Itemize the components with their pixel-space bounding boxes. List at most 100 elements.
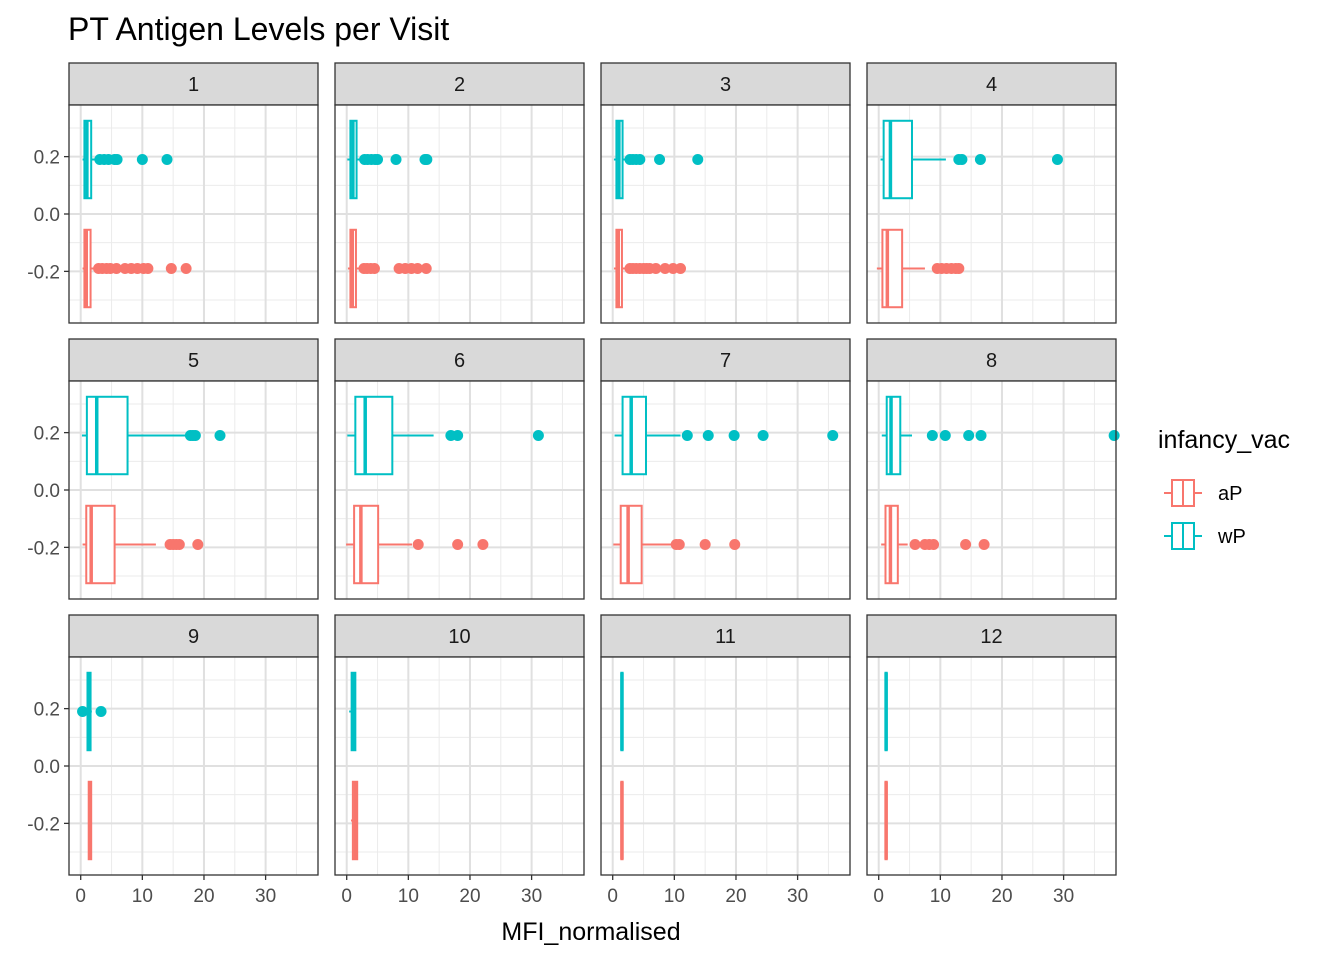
box-wP	[85, 395, 129, 476]
box-aP	[881, 228, 904, 309]
facet-strip-label: 2	[454, 74, 465, 96]
x-tick-label: 20	[991, 886, 1012, 907]
facet-panel-12: 12 0 10 20 30	[866, 614, 1117, 907]
facet-strip	[334, 338, 585, 382]
legend: infancy_vac aP wP	[1158, 426, 1290, 550]
facet-panel-5: 5 0.2 0.0 -0.2	[27, 338, 319, 600]
x-tick-label: 10	[398, 886, 419, 907]
facet-strip	[866, 614, 1117, 658]
outlier-point-wP	[390, 154, 402, 165]
facet-strip-label: 7	[720, 350, 731, 372]
outlier-point-aP	[928, 539, 940, 550]
panel-border	[334, 104, 585, 324]
outlier-point-wP	[136, 154, 148, 165]
x-tick-label: 30	[255, 886, 276, 907]
panel-border	[600, 104, 851, 324]
facet-strip-label: 5	[188, 350, 199, 372]
facet-strip-label: 4	[986, 74, 997, 96]
facet-strip	[334, 614, 585, 658]
panel-border	[600, 380, 851, 600]
panel-border	[866, 380, 1117, 600]
facet-panel-2: 2	[334, 62, 585, 324]
facet-strip-label: 12	[980, 626, 1002, 648]
y-tick-label: 0.0	[34, 205, 60, 226]
outlier-point-wP	[1108, 430, 1120, 441]
outlier-point-wP	[654, 154, 666, 165]
facet-strip	[68, 614, 319, 658]
facet-strip	[68, 338, 319, 382]
outlier-point-wP	[95, 706, 107, 717]
x-tick-label: 0	[873, 886, 884, 907]
facet-strip-label: 6	[454, 350, 465, 372]
y-tick-label: 0.2	[34, 424, 60, 445]
outlier-point-aP	[165, 263, 177, 274]
outlier-point-aP	[729, 539, 741, 550]
outlier-point-wP	[974, 154, 986, 165]
x-tick-label: 30	[521, 886, 542, 907]
x-tick-label: 30	[787, 886, 808, 907]
legend-label-wP: wP	[1217, 526, 1246, 548]
outlier-point-aP	[173, 539, 185, 550]
outlier-point-wP	[532, 430, 544, 441]
outlier-point-wP	[111, 154, 123, 165]
outlier-point-aP	[659, 263, 671, 274]
facet-strip-label: 8	[986, 350, 997, 372]
panel-border	[866, 656, 1117, 876]
facet-strip-label: 3	[720, 74, 731, 96]
box-wP	[882, 119, 913, 200]
box-aP	[619, 504, 643, 585]
outlier-point-aP	[142, 263, 154, 274]
legend-label-aP: aP	[1218, 483, 1242, 505]
outlier-point-aP	[412, 263, 424, 274]
x-tick-label: 20	[459, 886, 480, 907]
outlier-point-aP	[452, 539, 464, 550]
outlier-point-wP	[975, 430, 987, 441]
outlier-point-wP	[161, 154, 173, 165]
box-wP	[621, 395, 647, 476]
outlier-point-wP	[702, 430, 714, 441]
facet-grid: 1 0.2 0.0 -0.2 2 3 4 5 0.2 0.0 -0.2 6 7 8 9 0.2 0.0 -0.2 0…	[27, 62, 1120, 907]
facet-panel-4: 4	[866, 62, 1117, 324]
outlier-point-wP	[1051, 154, 1063, 165]
facet-strip	[600, 62, 851, 106]
facet-strip-label: 10	[448, 626, 470, 648]
x-tick-label: 10	[132, 886, 153, 907]
facet-strip	[866, 338, 1117, 382]
outlier-point-wP	[452, 430, 464, 441]
facet-strip	[600, 338, 851, 382]
x-tick-label: 0	[75, 886, 86, 907]
outlier-point-wP	[728, 430, 740, 441]
box-aP	[353, 504, 380, 585]
legend-title: infancy_vac	[1158, 426, 1290, 454]
outlier-point-aP	[110, 263, 122, 274]
facet-panel-1: 1 0.2 0.0 -0.2	[27, 62, 319, 324]
panel-border	[600, 656, 851, 876]
x-tick-label: 30	[1053, 886, 1074, 907]
facet-panel-8: 8	[866, 338, 1120, 600]
facet-strip-label: 1	[188, 74, 199, 96]
outlier-point-aP	[412, 539, 424, 550]
outlier-point-wP	[372, 154, 384, 165]
outlier-point-wP	[189, 430, 201, 441]
panel-border	[334, 656, 585, 876]
y-tick-label: -0.2	[27, 262, 60, 283]
x-tick-label: 20	[725, 886, 746, 907]
facet-strip	[68, 62, 319, 106]
x-tick-label: 0	[341, 886, 352, 907]
facet-strip	[334, 62, 585, 106]
x-tick-label: 20	[193, 886, 214, 907]
x-tick-label: 0	[607, 886, 618, 907]
outlier-point-aP	[368, 263, 380, 274]
outlier-point-wP	[757, 430, 769, 441]
facet-panel-6: 6	[334, 338, 585, 600]
panel-border	[866, 104, 1117, 324]
outlier-point-aP	[673, 539, 685, 550]
facet-panel-10: 10 0 10 20 30	[334, 614, 585, 907]
x-tick-label: 10	[930, 886, 951, 907]
facet-strip-label: 11	[715, 626, 736, 648]
panel-border	[334, 380, 585, 600]
outlier-point-wP	[926, 430, 938, 441]
outlier-point-aP	[477, 539, 489, 550]
y-tick-label: 0.0	[34, 481, 60, 502]
